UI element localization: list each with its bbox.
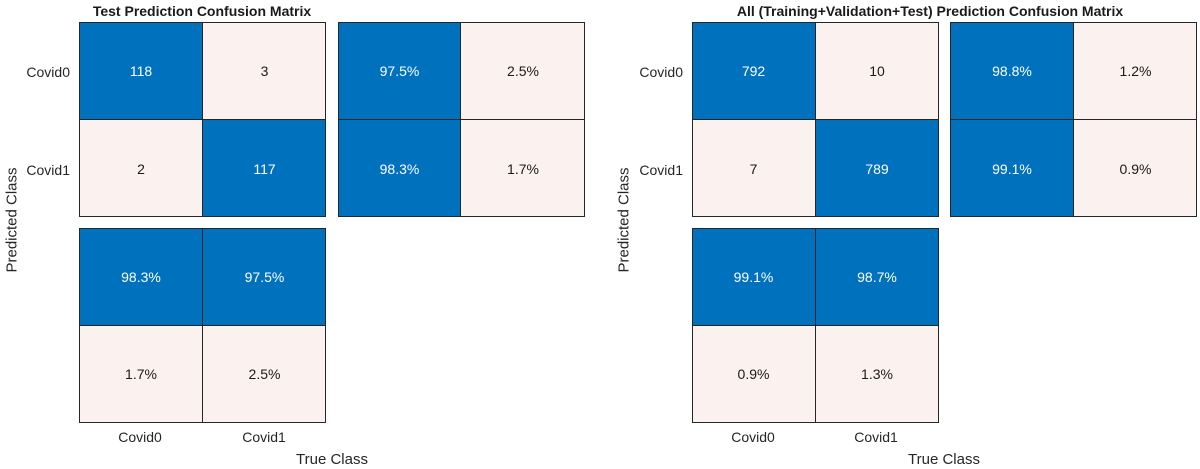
column-summary-cell: 97.5% <box>203 228 326 325</box>
matrix-divider <box>692 119 939 120</box>
chart-title: All (Training+Validation+Test) Predictio… <box>736 3 1124 19</box>
column-summary-cell: 98.3% <box>79 228 203 325</box>
column-summary-cell: 99.1% <box>692 228 815 325</box>
matrix-cell: 10 <box>815 22 939 120</box>
matrix-cell: 3 <box>203 22 326 120</box>
confusion-matrix-panel-all: All (Training+Validation+Test) Predictio… <box>616 3 1197 468</box>
row-summary-divider <box>338 119 585 120</box>
x-tick-label: Covid1 <box>242 429 286 445</box>
y-tick-label: Covid0 <box>26 64 70 80</box>
y-axis-label: Predicted Class <box>615 167 633 273</box>
matrix-divider <box>79 119 326 120</box>
row-summary-cell: 97.5% <box>338 22 461 120</box>
column-summary-divider <box>79 325 326 326</box>
x-axis-label: True Class <box>296 451 368 468</box>
row-summary-cell: 2.5% <box>461 22 585 120</box>
y-tick-label: Covid1 <box>639 162 683 178</box>
matrix-cell: 7 <box>692 120 815 217</box>
row-summary-cell: 0.9% <box>1074 120 1197 217</box>
matrix-cell: 118 <box>79 22 203 120</box>
x-axis-label: True Class <box>908 451 980 468</box>
column-summary-cell: 1.3% <box>815 325 939 423</box>
matrix-cell: 792 <box>692 22 815 120</box>
row-summary-cell: 99.1% <box>950 120 1074 217</box>
column-summary-divider <box>692 325 939 326</box>
x-tick-label: Covid0 <box>731 429 775 445</box>
row-summary-cell: 98.8% <box>950 22 1074 120</box>
row-summary-cell: 1.2% <box>1074 22 1197 120</box>
matrix-cell: 117 <box>203 120 326 217</box>
column-summary-cell: 1.7% <box>79 325 203 423</box>
x-tick-label: Covid0 <box>118 429 162 445</box>
row-summary-cell: 1.7% <box>461 120 585 217</box>
matrix-cell: 789 <box>815 120 939 217</box>
column-summary-cell: 0.9% <box>692 325 815 423</box>
row-summary-cell: 98.3% <box>338 120 461 217</box>
column-summary-cell: 2.5% <box>203 325 326 423</box>
chart-title: Test Prediction Confusion Matrix <box>92 3 312 19</box>
x-tick-label: Covid1 <box>854 429 898 445</box>
matrix-cell: 2 <box>79 120 203 217</box>
confusion-matrix-panel-test: Test Prediction Confusion Matrix Predict… <box>4 3 585 468</box>
row-summary-divider <box>950 119 1197 120</box>
y-tick-label: Covid0 <box>639 64 683 80</box>
y-tick-label: Covid1 <box>26 162 70 178</box>
column-summary-cell: 98.7% <box>815 228 939 325</box>
